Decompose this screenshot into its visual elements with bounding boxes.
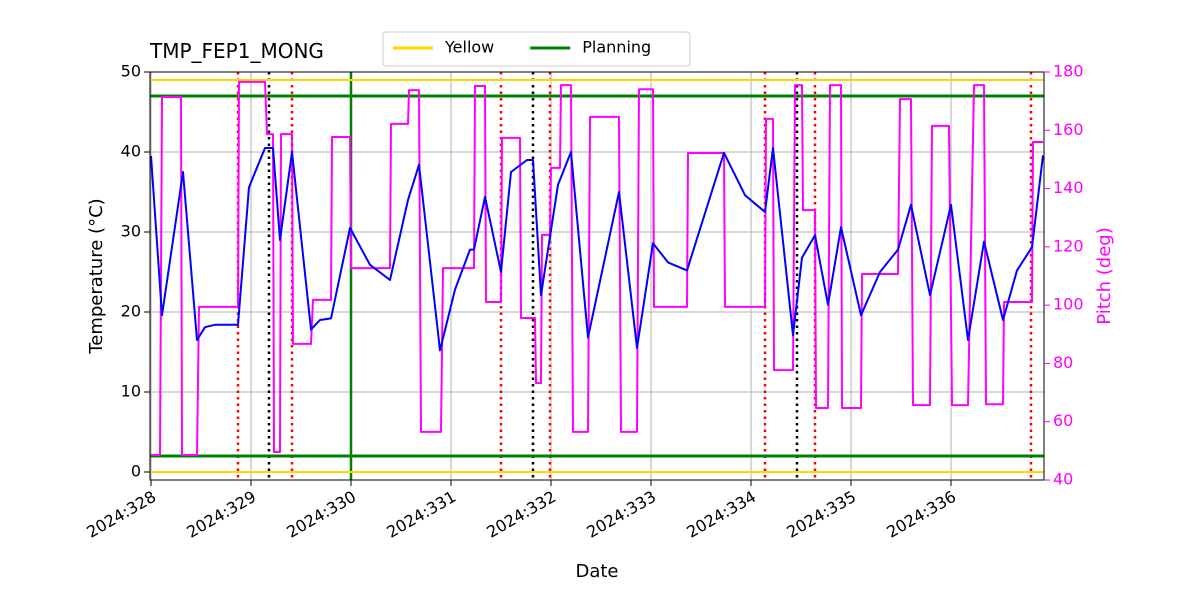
y-tick-label: 10 bbox=[121, 382, 141, 401]
x-tick-label: 2024:329 bbox=[183, 487, 259, 542]
x-tick-label: 2024:332 bbox=[483, 487, 559, 542]
chart-title: TMP_FEP1_MONG bbox=[149, 39, 324, 63]
y-tick-label: 40 bbox=[121, 142, 141, 161]
x-tick-label: 2024:333 bbox=[583, 487, 659, 542]
y-tick-label: 0 bbox=[131, 462, 141, 481]
legend-label: Planning bbox=[582, 38, 651, 57]
y2-tick-label: 40 bbox=[1053, 470, 1073, 489]
y2-tick-label: 60 bbox=[1053, 411, 1073, 430]
y2-tick-label: 160 bbox=[1053, 120, 1084, 139]
x-axis-label: Date bbox=[575, 561, 618, 582]
y2-axis-label: Pitch (deg) bbox=[1094, 227, 1115, 325]
y-tick-label: 20 bbox=[121, 302, 141, 321]
x-tick-label: 2024:334 bbox=[683, 487, 759, 542]
x-tick-label: 2024:336 bbox=[883, 487, 959, 542]
legend-label: Yellow bbox=[444, 38, 494, 57]
y2-tick-label: 80 bbox=[1053, 353, 1073, 372]
series-line bbox=[150, 147, 1044, 352]
y2-tick-label: 180 bbox=[1053, 62, 1084, 81]
plot-area bbox=[150, 72, 1044, 480]
series-line bbox=[151, 80, 1043, 456]
x-tick-label: 2024:335 bbox=[783, 487, 859, 542]
y2-tick-label: 100 bbox=[1053, 295, 1084, 314]
x-tick-label: 2024:328 bbox=[83, 487, 159, 542]
x-tick-label: 2024:330 bbox=[283, 487, 359, 542]
y2-tick-label: 120 bbox=[1053, 236, 1084, 255]
x-tick-label: 2024:331 bbox=[383, 487, 459, 542]
y-tick-label: 30 bbox=[121, 222, 141, 241]
plot-frame bbox=[149, 71, 1045, 481]
y-axis-label: Temperature (°C) bbox=[86, 198, 107, 354]
y-tick-label: 50 bbox=[121, 62, 141, 81]
y2-tick-label: 140 bbox=[1053, 178, 1084, 197]
